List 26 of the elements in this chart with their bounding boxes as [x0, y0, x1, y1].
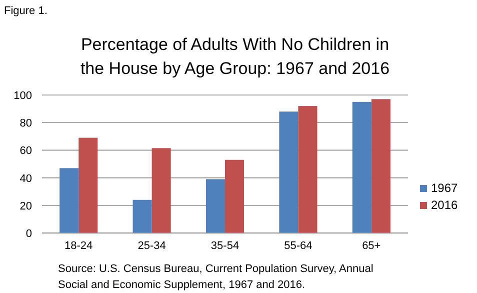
bar — [132, 200, 152, 233]
x-tick-label: 65+ — [362, 240, 381, 252]
legend-label: 2016 — [431, 198, 458, 212]
bar — [206, 179, 225, 233]
caption: Figure 1. — [4, 5, 48, 17]
y-tick-label: 20 — [20, 200, 32, 212]
y-tick-label: 60 — [20, 145, 32, 158]
bar — [371, 99, 390, 233]
bar — [225, 160, 244, 233]
source-note: Source: U.S. Census Bureau, Current Population Survey, Annual Social and Economic Supplement, 1967 and 2016. — [58, 263, 374, 291]
bar — [152, 148, 171, 233]
bar — [78, 138, 98, 233]
legend-label: 1967 — [431, 181, 458, 195]
bar — [298, 106, 318, 233]
bar — [60, 168, 79, 233]
y-tick-label: 100 — [14, 90, 32, 102]
y-tick-label: 80 — [20, 118, 32, 130]
y-tick-label: 0 — [26, 228, 32, 240]
x-tick-label: 35-54 — [210, 240, 240, 252]
y-tick-label: 40 — [20, 172, 32, 185]
bar — [279, 112, 298, 233]
chart-title: Percentage of Adults With No Children in the House by Age Group: 1967 and 2016 — [80, 35, 390, 78]
x-tick-label: 25-34 — [138, 240, 166, 252]
x-tick-label: 18-24 — [64, 240, 93, 252]
x-tick-label: 55-64 — [284, 240, 312, 252]
bar — [352, 102, 372, 233]
